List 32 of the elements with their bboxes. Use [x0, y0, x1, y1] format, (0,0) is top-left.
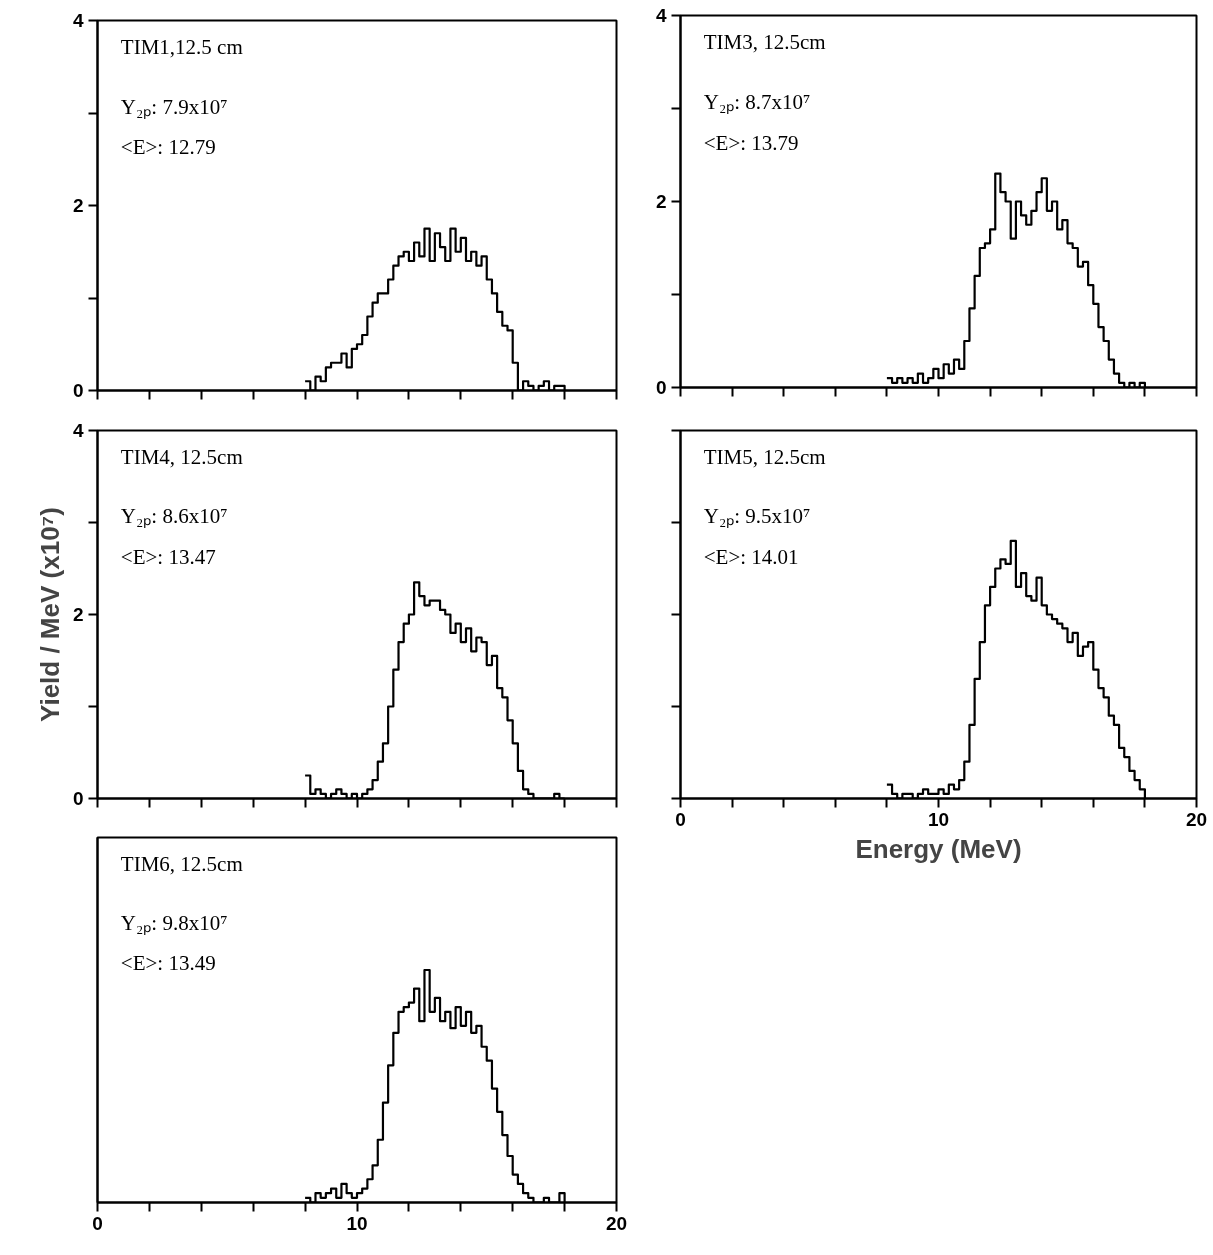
x-axis-title: Energy (MeV) [855, 833, 1022, 864]
y-tick-label: 0 [72, 380, 84, 401]
y-tick-label: 4 [72, 10, 84, 31]
y-axis-title: Yield / MeV (x10⁷) [34, 507, 65, 722]
annotation: <E>: 12.79 [120, 135, 216, 160]
annotation: Y₂ₚ: 7.9x10⁷ [120, 94, 228, 120]
annotation: TIM5, 12.5cm [703, 445, 826, 470]
annotation: Y₂ₚ: 8.7x10⁷ [703, 89, 811, 115]
annotation: TIM4, 12.5cm [120, 445, 243, 470]
y-tick-label: 2 [72, 195, 84, 216]
annotation: TIM1,12.5 cm [120, 35, 243, 60]
y-tick-label: 0 [655, 377, 667, 398]
x-tick-label: 20 [605, 1212, 628, 1234]
x-tick-label: 0 [675, 808, 686, 830]
annotation: Y₂ₚ: 9.5x10⁷ [703, 504, 811, 530]
x-tick-label: 0 [92, 1212, 103, 1234]
text: Y₂ₚ: 9.8x10⁷ [120, 910, 228, 936]
text: TIM6, 12.5cm [120, 852, 243, 877]
annotation: <E>: 13.79 [703, 130, 799, 155]
y-tick-label: 0 [72, 788, 84, 809]
y-tick-label: 4 [655, 5, 667, 26]
y-tick-label: 2 [72, 604, 84, 625]
annotation: Y₂ₚ: 8.6x10⁷ [120, 504, 228, 530]
annotation: <E>: 13.49 [120, 950, 216, 975]
y-tick-label: 4 [72, 420, 84, 441]
x-tick-label: 10 [927, 808, 950, 830]
x-tick-label: 20 [1185, 808, 1208, 830]
y-tick-label: 2 [655, 191, 667, 212]
annotation: <E>: 14.01 [703, 544, 799, 569]
annotation: <E>: 13.47 [120, 544, 216, 569]
x-tick-label: 10 [346, 1212, 368, 1234]
annotation: TIM3, 12.5cm [703, 30, 826, 55]
